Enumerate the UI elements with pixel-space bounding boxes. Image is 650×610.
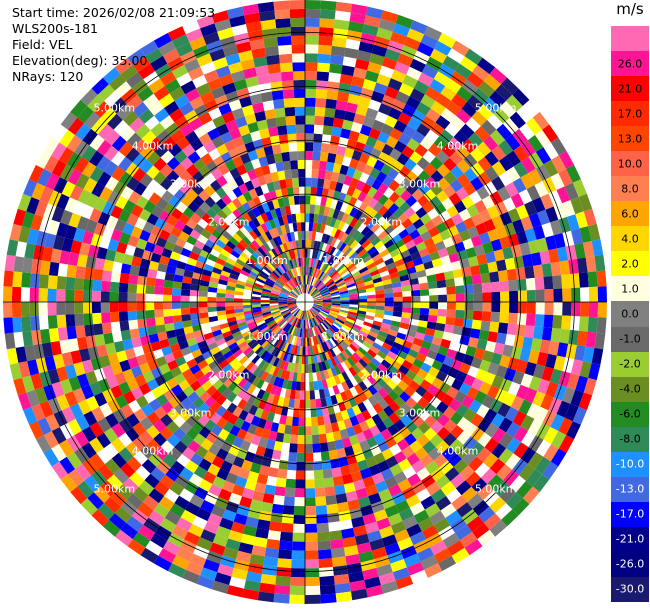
colorbar-cell <box>611 151 649 177</box>
colorbar-cell <box>611 376 649 403</box>
range-ring-label: 2.00km <box>361 368 403 381</box>
colorbar-tick-label: -13.0 <box>615 482 645 496</box>
colorbar-cell <box>611 76 649 102</box>
colorbar-cell <box>611 426 649 453</box>
range-ring-label: 4.00km <box>437 140 479 153</box>
colorbar-cell <box>611 501 649 528</box>
range-ring-label: 3.00km <box>170 178 212 191</box>
colorbar-cell <box>611 326 649 353</box>
field-label: Field: VEL <box>12 37 73 52</box>
colorbar-cell <box>611 276 649 302</box>
radar-ppi-plot: 1.00km 1.00km 1.00km 1.00km 2.00km 2.00km 2.00… <box>3 0 607 604</box>
scan-info: Start time: 2026/02/08 21:09:53 WLS200s-… <box>12 5 215 85</box>
colorbar-cell <box>611 526 649 553</box>
range-ring-label: 4.00km <box>132 445 174 458</box>
range-ring-label: 2.00km <box>208 216 250 229</box>
colorbar-tick-label: -2.0 <box>619 357 641 371</box>
range-ring-label: 1.00km <box>322 330 364 343</box>
range-ring-label: 2.00km <box>208 368 250 381</box>
colorbar-tick-label: -21.0 <box>615 532 645 546</box>
colorbar-cell <box>611 251 649 277</box>
colorbar-tick-label: 21.0 <box>617 82 643 96</box>
colorbar-tick-label: 0.0 <box>621 307 639 321</box>
colorbar-tick-label: -30.0 <box>615 582 645 596</box>
colorbar-tick-label: -6.0 <box>619 407 641 421</box>
range-ring-label: 2.00km <box>361 216 403 229</box>
range-ring-label: 5.00km <box>94 483 136 496</box>
colorbar-cell <box>611 201 649 227</box>
range-ring-label: 5.00km <box>94 101 136 114</box>
colorbar-tick-label: 10.0 <box>617 157 643 171</box>
colorbar-cell <box>611 401 649 428</box>
start-time-label: Start time: 2026/02/08 21:09:53 <box>12 5 216 20</box>
range-ring-label: 3.00km <box>399 178 441 191</box>
colorbar-tick-label: 13.0 <box>617 132 643 146</box>
colorbar-tick-label: 4.0 <box>621 232 639 246</box>
colorbar-tick-label: -8.0 <box>619 432 641 446</box>
colorbar-tick-label: -4.0 <box>619 382 641 396</box>
colorbar-tick-label: 1.0 <box>621 282 639 296</box>
range-ring-label: 5.00km <box>475 483 517 496</box>
colorbar-tick-label: -10.0 <box>615 457 645 471</box>
colorbar-tick-label: -17.0 <box>615 507 645 521</box>
range-ring-label: 1.00km <box>246 330 288 343</box>
colorbar-unit: m/s <box>616 0 644 18</box>
colorbar-cell <box>611 126 649 152</box>
range-ring-label: 1.00km <box>246 254 288 267</box>
range-ring-label: 5.00km <box>475 101 517 114</box>
colorbar-cell <box>611 26 649 52</box>
colorbar-cell <box>611 51 649 77</box>
range-ring-label: 3.00km <box>170 406 212 419</box>
colorbar-cell <box>611 451 649 478</box>
radar-gates <box>3 0 607 604</box>
colorbar: 26.0 21.0 17.0 13.0 10.0 8.0 6.0 4.0 2.0 1.0 0.0 -1… <box>611 26 649 603</box>
range-ring-label: 4.00km <box>132 140 174 153</box>
colorbar-tick-label: 6.0 <box>621 207 639 221</box>
colorbar-tick-label: -1.0 <box>619 332 641 346</box>
colorbar-cell <box>611 226 649 252</box>
elevation-label: Elevation(deg): 35.00 <box>12 53 148 68</box>
colorbar-cell <box>611 301 649 327</box>
range-ring-label: 3.00km <box>399 406 441 419</box>
colorbar-cell <box>611 176 649 202</box>
nrays-label: NRays: 120 <box>12 69 84 84</box>
colorbar-cell <box>611 351 649 378</box>
colorbar-tick-label: -26.0 <box>615 557 645 571</box>
colorbar-tick-label: 2.0 <box>621 257 639 271</box>
colorbar-tick-label: 17.0 <box>617 107 643 121</box>
colorbar-cell <box>611 551 649 578</box>
colorbar-cell <box>611 476 649 503</box>
colorbar-tick-label: 26.0 <box>617 57 643 71</box>
range-ring-label: 1.00km <box>322 254 364 267</box>
colorbar-tick-label: 8.0 <box>621 182 639 196</box>
station-label: WLS200s-181 <box>12 21 98 36</box>
range-ring-label: 4.00km <box>437 445 479 458</box>
colorbar-cell <box>611 576 649 603</box>
colorbar-cell <box>611 101 649 127</box>
